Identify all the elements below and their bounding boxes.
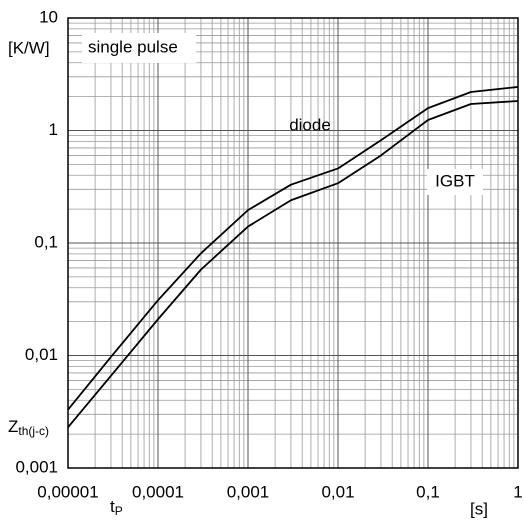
y-unit: [K/W]: [8, 38, 50, 57]
series-label-bg: [427, 169, 483, 195]
lines: [67, 86, 519, 428]
x-tick-label: 1: [513, 482, 522, 501]
x-unit: [s]: [470, 499, 488, 518]
series-line: [67, 86, 519, 411]
y-tick-label: 1: [49, 120, 58, 139]
y-tick-label: 0,001: [15, 457, 58, 476]
y-tick-label: 0,1: [34, 232, 58, 251]
series-label: IGBT: [435, 171, 475, 190]
x-label-sub: P: [115, 504, 123, 518]
annotation-box: [82, 33, 196, 63]
y-tick-label: 10: [39, 7, 58, 26]
grid: [67, 17, 519, 469]
x-tick-label: 0,00001: [37, 482, 98, 501]
x-axis-label: tP: [110, 497, 123, 518]
y-label-sub: th(j-c): [18, 424, 49, 438]
x-label-main: t: [110, 497, 115, 516]
plot-frame: [67, 17, 519, 469]
annotation: single pulse: [88, 37, 178, 56]
x-tick-label: 0,1: [416, 482, 440, 501]
y-label-main: Z: [8, 417, 18, 436]
x-tick-label: 0,001: [227, 482, 270, 501]
series-label: diode: [289, 115, 331, 134]
series-line: [67, 100, 519, 428]
y-axis-label: Zth(j-c): [8, 417, 49, 438]
x-tick-label: 0,0001: [132, 482, 184, 501]
y-tick-label: 0,01: [25, 345, 58, 364]
x-tick-label: 0,01: [321, 482, 354, 501]
